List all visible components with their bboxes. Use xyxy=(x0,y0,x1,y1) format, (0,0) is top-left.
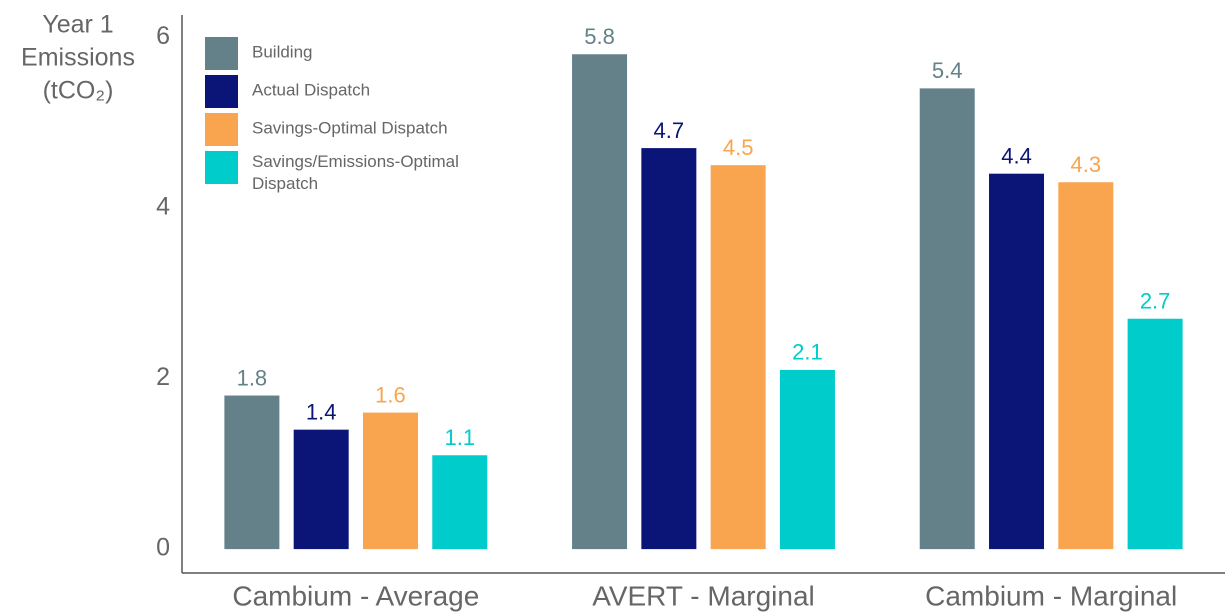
value-label: 5.8 xyxy=(584,24,615,49)
legend-swatch xyxy=(205,151,238,184)
legend-label: Savings-Optimal Dispatch xyxy=(252,118,448,137)
legend-swatch xyxy=(205,113,238,146)
x-tick-label: Cambium - Marginal xyxy=(925,580,1177,611)
value-label: 1.8 xyxy=(237,365,268,390)
bar xyxy=(432,455,488,550)
value-label: 4.7 xyxy=(654,118,685,143)
bar xyxy=(919,88,975,550)
bar xyxy=(779,369,835,550)
y-tick-label: 6 xyxy=(156,22,170,50)
bar xyxy=(224,395,280,550)
bar xyxy=(1058,182,1114,550)
legend-swatch xyxy=(205,75,238,108)
y-axis-label: Emissions xyxy=(21,44,135,72)
bar xyxy=(989,173,1045,550)
bar xyxy=(362,412,418,550)
y-axis-label: (tCO₂) xyxy=(43,77,114,105)
y-tick-label: 2 xyxy=(156,363,170,391)
value-label: 1.6 xyxy=(375,382,406,407)
legend-label: Building xyxy=(252,42,313,61)
value-label: 2.7 xyxy=(1140,289,1171,314)
bar xyxy=(293,429,349,550)
x-tick-label: AVERT - Marginal xyxy=(592,580,815,611)
bar xyxy=(710,165,766,550)
value-label: 1.4 xyxy=(306,399,337,424)
legend-label: Actual Dispatch xyxy=(252,80,370,99)
y-tick-label: 0 xyxy=(156,534,170,562)
value-label: 2.1 xyxy=(792,340,823,365)
value-label: 5.4 xyxy=(932,58,963,83)
legend-swatch xyxy=(205,37,238,70)
bar xyxy=(1127,318,1183,550)
bar xyxy=(572,54,628,550)
bar xyxy=(641,148,697,550)
x-tick-label: Cambium - Average xyxy=(232,580,479,611)
legend-label: Savings/Emissions-Optimal Dispatch xyxy=(252,152,459,193)
y-axis-label: Year 1 xyxy=(42,11,113,39)
value-label: 1.1 xyxy=(444,425,475,450)
value-label: 4.4 xyxy=(1001,144,1032,169)
value-label: 4.5 xyxy=(723,135,754,160)
y-tick-label: 4 xyxy=(156,192,170,220)
value-label: 4.3 xyxy=(1071,152,1102,177)
